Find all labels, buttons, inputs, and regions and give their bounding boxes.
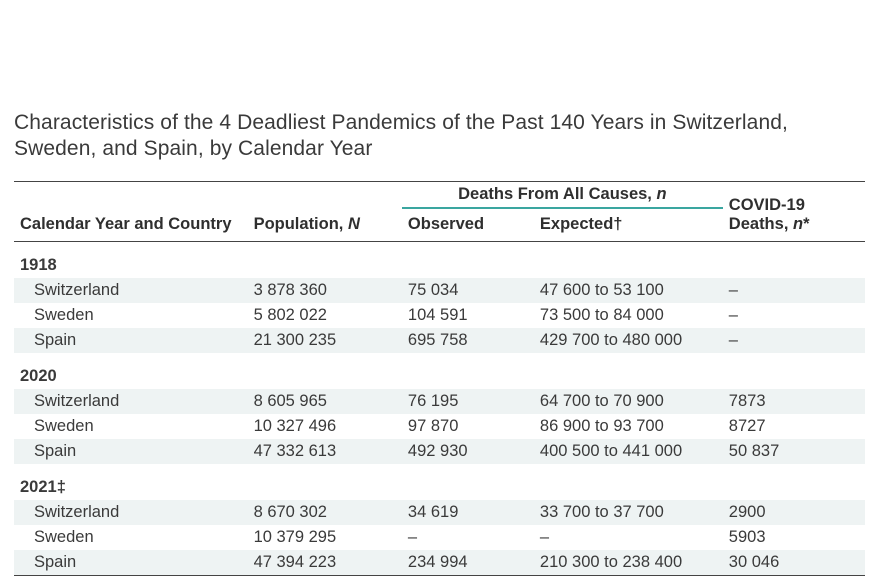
cell-country: Spain [14, 328, 248, 353]
cell-covid: 2900 [723, 500, 865, 525]
cell-expected: 47 600 to 53 100 [534, 278, 723, 303]
cell-observed: 34 619 [402, 500, 534, 525]
cell-covid: – [723, 278, 865, 303]
cell-observed: 97 870 [402, 414, 534, 439]
table-row: Switzerland8 605 96576 19564 700 to 70 9… [14, 389, 865, 414]
table-title: Characteristics of the 4 Deadliest Pande… [14, 110, 865, 163]
cell-covid: 7873 [723, 389, 865, 414]
table-row: Spain47 332 613492 930400 500 to 441 000… [14, 439, 865, 464]
cell-country: Sweden [14, 525, 248, 550]
pandemics-table: Calendar Year and Country Population, N … [14, 181, 865, 578]
cell-population: 8 605 965 [248, 389, 402, 414]
table-row: Switzerland8 670 30234 61933 700 to 37 7… [14, 500, 865, 525]
cell-observed: – [402, 525, 534, 550]
table-row: Sweden10 379 295––5903 [14, 525, 865, 550]
year-heading: 1918 [14, 241, 865, 278]
col-header-expected: Expected† [534, 208, 723, 237]
cell-observed: 75 034 [402, 278, 534, 303]
year-heading: 2020 [14, 353, 865, 389]
col-header-observed: Observed [402, 208, 534, 237]
col-header-covid: COVID-19 Deaths, n* [723, 181, 865, 237]
cell-observed: 492 930 [402, 439, 534, 464]
cell-expected: 73 500 to 84 000 [534, 303, 723, 328]
table-row: Switzerland3 878 36075 03447 600 to 53 1… [14, 278, 865, 303]
cell-covid: 8727 [723, 414, 865, 439]
table-row: Sweden5 802 022104 59173 500 to 84 000– [14, 303, 865, 328]
cell-population: 10 379 295 [248, 525, 402, 550]
cell-population: 3 878 360 [248, 278, 402, 303]
cell-country: Sweden [14, 303, 248, 328]
table-row: Sweden10 327 49697 87086 900 to 93 70087… [14, 414, 865, 439]
cell-population: 5 802 022 [248, 303, 402, 328]
cell-expected: 64 700 to 70 900 [534, 389, 723, 414]
cell-country: Switzerland [14, 389, 248, 414]
cell-observed: 104 591 [402, 303, 534, 328]
cell-country: Spain [14, 439, 248, 464]
cell-population: 21 300 235 [248, 328, 402, 353]
cell-country: Switzerland [14, 278, 248, 303]
cell-covid: – [723, 328, 865, 353]
year-heading: 2021‡ [14, 464, 865, 500]
cell-observed: 76 195 [402, 389, 534, 414]
col-header-deaths-span: Deaths From All Causes, n [402, 181, 723, 208]
cell-covid: 30 046 [723, 550, 865, 576]
cell-population: 47 332 613 [248, 439, 402, 464]
cell-expected: 210 300 to 238 400 [534, 550, 723, 576]
cell-expected: 400 500 to 441 000 [534, 439, 723, 464]
cell-expected: – [534, 525, 723, 550]
cell-covid: 50 837 [723, 439, 865, 464]
cell-covid: 5903 [723, 525, 865, 550]
cell-population: 8 670 302 [248, 500, 402, 525]
cell-country: Switzerland [14, 500, 248, 525]
table-row: Spain47 394 223234 994210 300 to 238 400… [14, 550, 865, 576]
cell-country: Spain [14, 550, 248, 576]
cell-expected: 33 700 to 37 700 [534, 500, 723, 525]
cell-observed: 234 994 [402, 550, 534, 576]
table-row: Spain21 300 235695 758429 700 to 480 000… [14, 328, 865, 353]
cell-observed: 695 758 [402, 328, 534, 353]
col-header-population: Population, N [248, 181, 402, 237]
cell-population: 47 394 223 [248, 550, 402, 576]
cell-expected: 429 700 to 480 000 [534, 328, 723, 353]
cell-expected: 86 900 to 93 700 [534, 414, 723, 439]
cell-covid: – [723, 303, 865, 328]
cell-country: Sweden [14, 414, 248, 439]
cell-population: 10 327 496 [248, 414, 402, 439]
col-header-year-country: Calendar Year and Country [14, 181, 248, 237]
